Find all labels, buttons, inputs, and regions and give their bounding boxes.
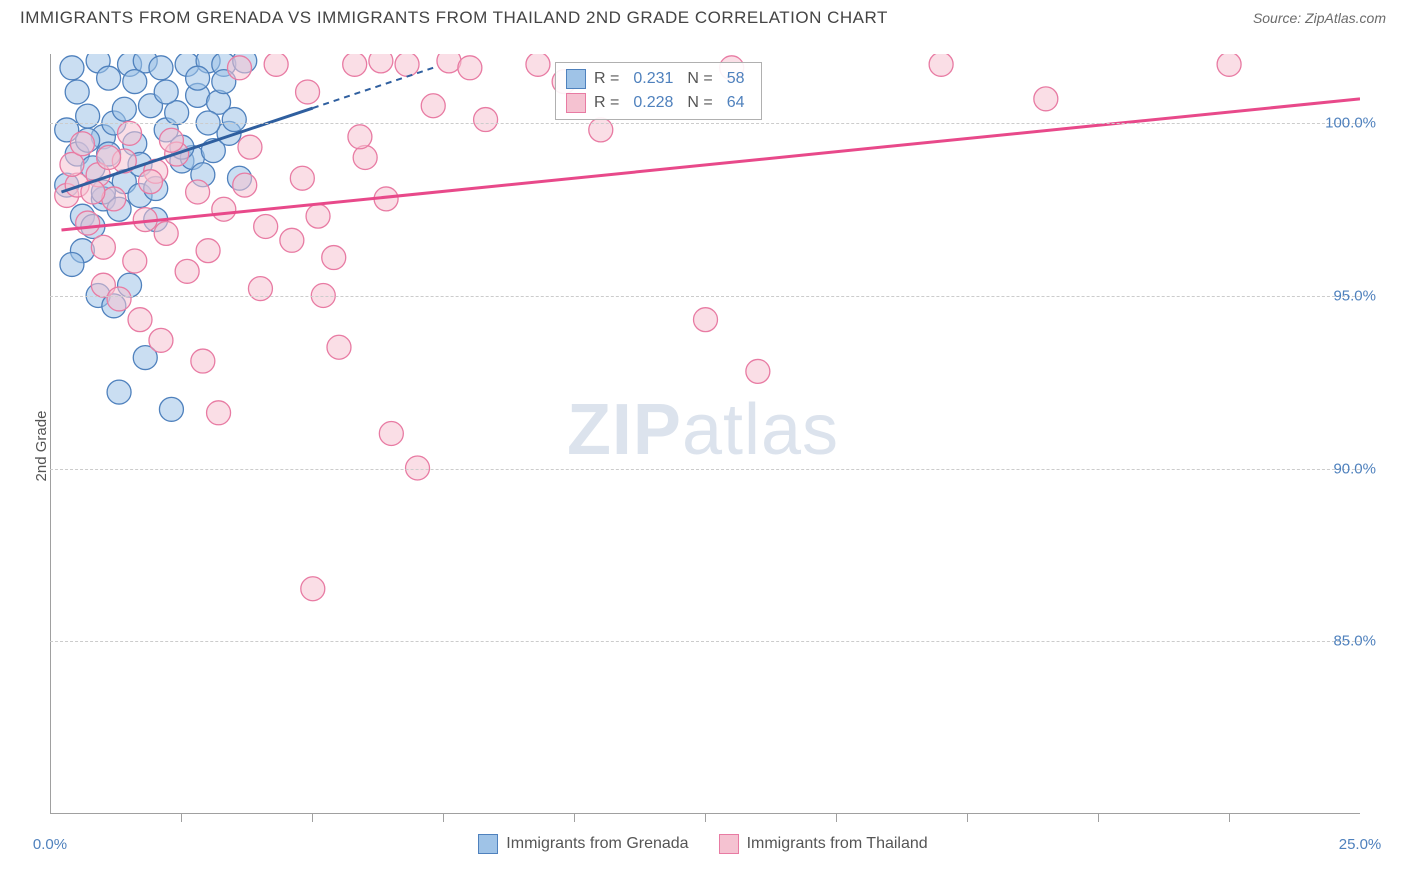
data-point bbox=[458, 56, 482, 80]
data-point bbox=[421, 94, 445, 118]
y-tick-label: 95.0% bbox=[1333, 287, 1376, 304]
data-point bbox=[97, 146, 121, 170]
x-minor-tick bbox=[836, 814, 837, 822]
x-tick-label: 25.0% bbox=[1339, 836, 1382, 853]
swatch-thailand bbox=[566, 93, 586, 113]
data-point bbox=[301, 577, 325, 601]
gridline-h bbox=[50, 296, 1360, 297]
data-point bbox=[112, 97, 136, 121]
legend-row-grenada: R = 0.231 N = 58 bbox=[566, 67, 751, 91]
data-point bbox=[107, 287, 131, 311]
data-point bbox=[191, 349, 215, 373]
data-point bbox=[207, 401, 231, 425]
data-point bbox=[296, 80, 320, 104]
data-point bbox=[746, 359, 770, 383]
plot-area bbox=[50, 54, 1360, 814]
data-point bbox=[91, 235, 115, 259]
data-point bbox=[212, 197, 236, 221]
data-point bbox=[306, 204, 330, 228]
data-point bbox=[123, 249, 147, 273]
data-point bbox=[154, 221, 178, 245]
x-minor-tick bbox=[574, 814, 575, 822]
data-point bbox=[60, 56, 84, 80]
swatch-grenada bbox=[566, 69, 586, 89]
data-point bbox=[280, 228, 304, 252]
y-tick-label: 90.0% bbox=[1333, 460, 1376, 477]
data-point bbox=[70, 132, 94, 156]
data-point bbox=[290, 166, 314, 190]
bottom-legend: Immigrants from Grenada Immigrants from … bbox=[0, 834, 1406, 854]
source-label: Source: ZipAtlas.com bbox=[1253, 10, 1386, 26]
data-point bbox=[186, 180, 210, 204]
gridline-h bbox=[50, 469, 1360, 470]
swatch-grenada-icon bbox=[478, 834, 498, 854]
data-point bbox=[369, 54, 393, 73]
data-point bbox=[474, 108, 498, 132]
data-point bbox=[353, 146, 377, 170]
legend-item-grenada: Immigrants from Grenada bbox=[478, 834, 688, 854]
y-tick-label: 100.0% bbox=[1325, 115, 1376, 132]
data-point bbox=[929, 54, 953, 76]
data-point bbox=[76, 104, 100, 128]
data-point bbox=[526, 54, 550, 76]
data-point bbox=[437, 54, 461, 73]
x-minor-tick bbox=[967, 814, 968, 822]
data-point bbox=[233, 173, 257, 197]
data-point bbox=[348, 125, 372, 149]
y-tick-label: 85.0% bbox=[1333, 633, 1376, 650]
data-point bbox=[343, 54, 367, 76]
gridline-h bbox=[50, 123, 1360, 124]
data-point bbox=[589, 118, 613, 142]
x-minor-tick bbox=[1229, 814, 1230, 822]
x-minor-tick bbox=[181, 814, 182, 822]
scatter-svg bbox=[51, 54, 1360, 813]
data-point bbox=[196, 239, 220, 263]
data-point bbox=[254, 215, 278, 239]
data-point bbox=[186, 66, 210, 90]
data-point bbox=[248, 277, 272, 301]
data-point bbox=[118, 121, 142, 145]
data-point bbox=[322, 246, 346, 270]
data-point bbox=[1034, 87, 1058, 111]
gridline-h bbox=[50, 641, 1360, 642]
data-point bbox=[379, 422, 403, 446]
x-minor-tick bbox=[1098, 814, 1099, 822]
data-point bbox=[60, 252, 84, 276]
data-point bbox=[128, 308, 152, 332]
data-point bbox=[175, 259, 199, 283]
x-tick-label: 0.0% bbox=[33, 836, 67, 853]
swatch-thailand-icon bbox=[719, 834, 739, 854]
data-point bbox=[107, 380, 131, 404]
data-point bbox=[395, 54, 419, 76]
data-point bbox=[149, 56, 173, 80]
data-point bbox=[222, 108, 246, 132]
legend-item-thailand: Immigrants from Thailand bbox=[719, 834, 928, 854]
data-point bbox=[327, 335, 351, 359]
y-axis-label: 2nd Grade bbox=[33, 411, 50, 482]
data-point bbox=[65, 80, 89, 104]
data-point bbox=[159, 397, 183, 421]
data-point bbox=[264, 54, 288, 76]
chart-header: IMMIGRANTS FROM GRENADA VS IMMIGRANTS FR… bbox=[0, 0, 1406, 40]
data-point bbox=[123, 70, 147, 94]
x-minor-tick bbox=[705, 814, 706, 822]
chart-title: IMMIGRANTS FROM GRENADA VS IMMIGRANTS FR… bbox=[20, 8, 888, 28]
data-point bbox=[76, 211, 100, 235]
data-point bbox=[694, 308, 718, 332]
x-minor-tick bbox=[443, 814, 444, 822]
data-point bbox=[149, 328, 173, 352]
data-point bbox=[238, 135, 262, 159]
data-point bbox=[159, 128, 183, 152]
legend-stats: R = 0.231 N = 58 R = 0.228 N = 64 bbox=[555, 62, 762, 120]
data-point bbox=[138, 170, 162, 194]
data-point bbox=[228, 56, 252, 80]
x-minor-tick bbox=[312, 814, 313, 822]
legend-row-thailand: R = 0.228 N = 64 bbox=[566, 91, 751, 115]
data-point bbox=[97, 66, 121, 90]
data-point bbox=[1217, 54, 1241, 76]
data-point bbox=[154, 80, 178, 104]
